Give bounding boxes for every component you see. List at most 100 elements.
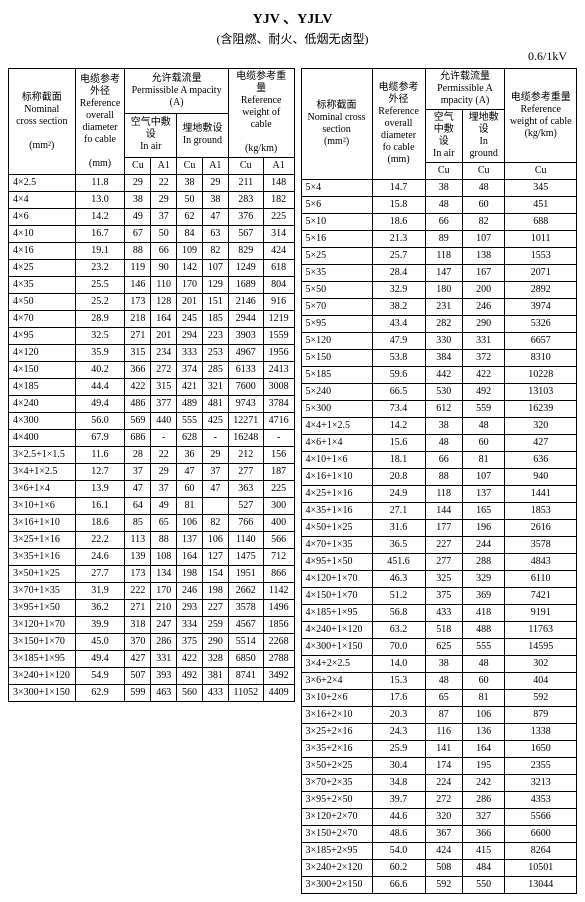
table-cell: 201: [151, 328, 177, 345]
table-cell: 29: [151, 192, 177, 209]
table-cell: 376: [228, 209, 263, 226]
col-ref-weight: 电缆参考重量 Reference weight of cable (kg/km): [505, 69, 577, 163]
table-cell: 108: [151, 549, 177, 566]
table-cell: 223: [202, 328, 228, 345]
table-cell: 259: [202, 617, 228, 634]
table-cell: 345: [505, 180, 577, 197]
table-cell: 137: [177, 532, 203, 549]
table-cell: 165: [462, 503, 504, 520]
table-cell: 329: [462, 571, 504, 588]
table-cell: 6110: [505, 571, 577, 588]
table-cell: 73.4: [372, 401, 425, 418]
table-cell: 27.1: [372, 503, 425, 520]
table-cell: 82: [462, 214, 504, 231]
page-subtitle: (含阻燃、耐火、低烟无卤型): [8, 30, 577, 47]
table-cell: 32.5: [75, 328, 125, 345]
table-cell: 320: [505, 418, 577, 435]
table-cell: 3×120+2×70: [301, 809, 372, 826]
table-cell: 5×300: [301, 401, 372, 418]
table-cell: 4×240: [9, 396, 76, 413]
table-cell: 180: [425, 282, 462, 299]
table-cell: 451: [505, 197, 577, 214]
table-cell: 16248: [228, 430, 263, 447]
cable-spec-table-left: 标称截面 Nominal cross section (mm²) 电缆参考外径 …: [8, 68, 295, 702]
table-row: 3×25+2×1624.31161361338: [301, 724, 576, 741]
table-cell: 109: [177, 243, 203, 260]
table-cell: 530: [425, 384, 462, 401]
table-cell: 14.0: [372, 656, 425, 673]
table-cell: 4×16: [9, 243, 76, 260]
table-cell: 246: [462, 299, 504, 316]
table-cell: 315: [151, 379, 177, 396]
table-cell: 47: [125, 481, 151, 498]
table-cell: 4967: [228, 345, 263, 362]
table-cell: 67: [125, 226, 151, 243]
table-cell: 463: [151, 685, 177, 702]
table-row: 4×3525.51461101701291689804: [9, 277, 295, 294]
table-cell: 39.9: [75, 617, 125, 634]
table-cell: 315: [125, 345, 151, 362]
table-cell: 170: [177, 277, 203, 294]
table-cell: 5326: [505, 316, 577, 333]
table-cell: 13.0: [75, 192, 125, 209]
table-row: 5×414.73848345: [301, 180, 576, 197]
table-cell: 60: [462, 673, 504, 690]
table-cell: 151: [202, 294, 228, 311]
table-cell: 10501: [505, 860, 577, 877]
table-row: 4×25+1×1624.91181371441: [301, 486, 576, 503]
table-cell: 555: [462, 639, 504, 656]
table-cell: 16.7: [75, 226, 125, 243]
table-cell: 60: [462, 197, 504, 214]
cable-spec-table-right: 标称截面 Nominal cross section (mm²) 电缆参考外径 …: [301, 68, 577, 894]
table-cell: 3×10+1×6: [9, 498, 76, 515]
table-row: 3×240+1×12054.950739349238187413492: [9, 668, 295, 685]
table-cell: 3×50+1×25: [9, 566, 76, 583]
table-row: 4×95+1×50451.62772884843: [301, 554, 576, 571]
col-permissible: 允许载流量 Permissible A mpacity (A): [125, 69, 228, 114]
table-cell: 211: [228, 175, 263, 192]
page-title: YJV 、YJLV: [8, 8, 577, 28]
table-cell: 422: [462, 367, 504, 384]
table-row: 4×16+1×1020.888107940: [301, 469, 576, 486]
table-cell: 30.4: [372, 758, 425, 775]
table-cell: 36: [177, 447, 203, 464]
table-cell: 110: [151, 277, 177, 294]
table-cell: 15.8: [372, 197, 425, 214]
table-cell: 24.6: [75, 549, 125, 566]
table-cell: [202, 498, 228, 515]
table-cell: 3903: [228, 328, 263, 345]
table-cell: 4×150+1×70: [301, 588, 372, 605]
table-cell: 88: [151, 532, 177, 549]
table-cell: 118: [425, 248, 462, 265]
table-cell: 4×70: [9, 311, 76, 328]
table-cell: 384: [425, 350, 462, 367]
table-cell: 1951: [228, 566, 263, 583]
table-cell: 569: [125, 413, 151, 430]
table-cell: 247: [151, 617, 177, 634]
table-row: 4×35+1×1627.11441651853: [301, 503, 576, 520]
table-cell: 4×16+1×10: [301, 469, 372, 486]
table-cell: 288: [462, 554, 504, 571]
table-cell: 14595: [505, 639, 577, 656]
table-cell: 375: [425, 588, 462, 605]
table-cell: 24.3: [372, 724, 425, 741]
table-cell: 173: [125, 566, 151, 583]
table-cell: 82: [202, 243, 228, 260]
table-cell: 400: [263, 515, 294, 532]
table-cell: 50: [151, 226, 177, 243]
table-cell: 118: [425, 486, 462, 503]
table-cell: 3×50+2×25: [301, 758, 372, 775]
table-cell: 128: [151, 294, 177, 311]
table-cell: 3×185+2×95: [301, 843, 372, 860]
table-row: 4×18544.442231542132176003008: [9, 379, 295, 396]
table-cell: 156: [263, 447, 294, 464]
table-row: 3×10+1×616.1644981527300: [9, 498, 295, 515]
table-cell: 107: [202, 260, 228, 277]
table-cell: 688: [505, 214, 577, 231]
table-cell: 271: [125, 328, 151, 345]
table-cell: 20.3: [372, 707, 425, 724]
table-cell: 81: [177, 498, 203, 515]
table-cell: 518: [425, 622, 462, 639]
table-row: 4×30056.0569440555425122714716: [9, 413, 295, 430]
table-cell: 3×150+2×70: [301, 826, 372, 843]
